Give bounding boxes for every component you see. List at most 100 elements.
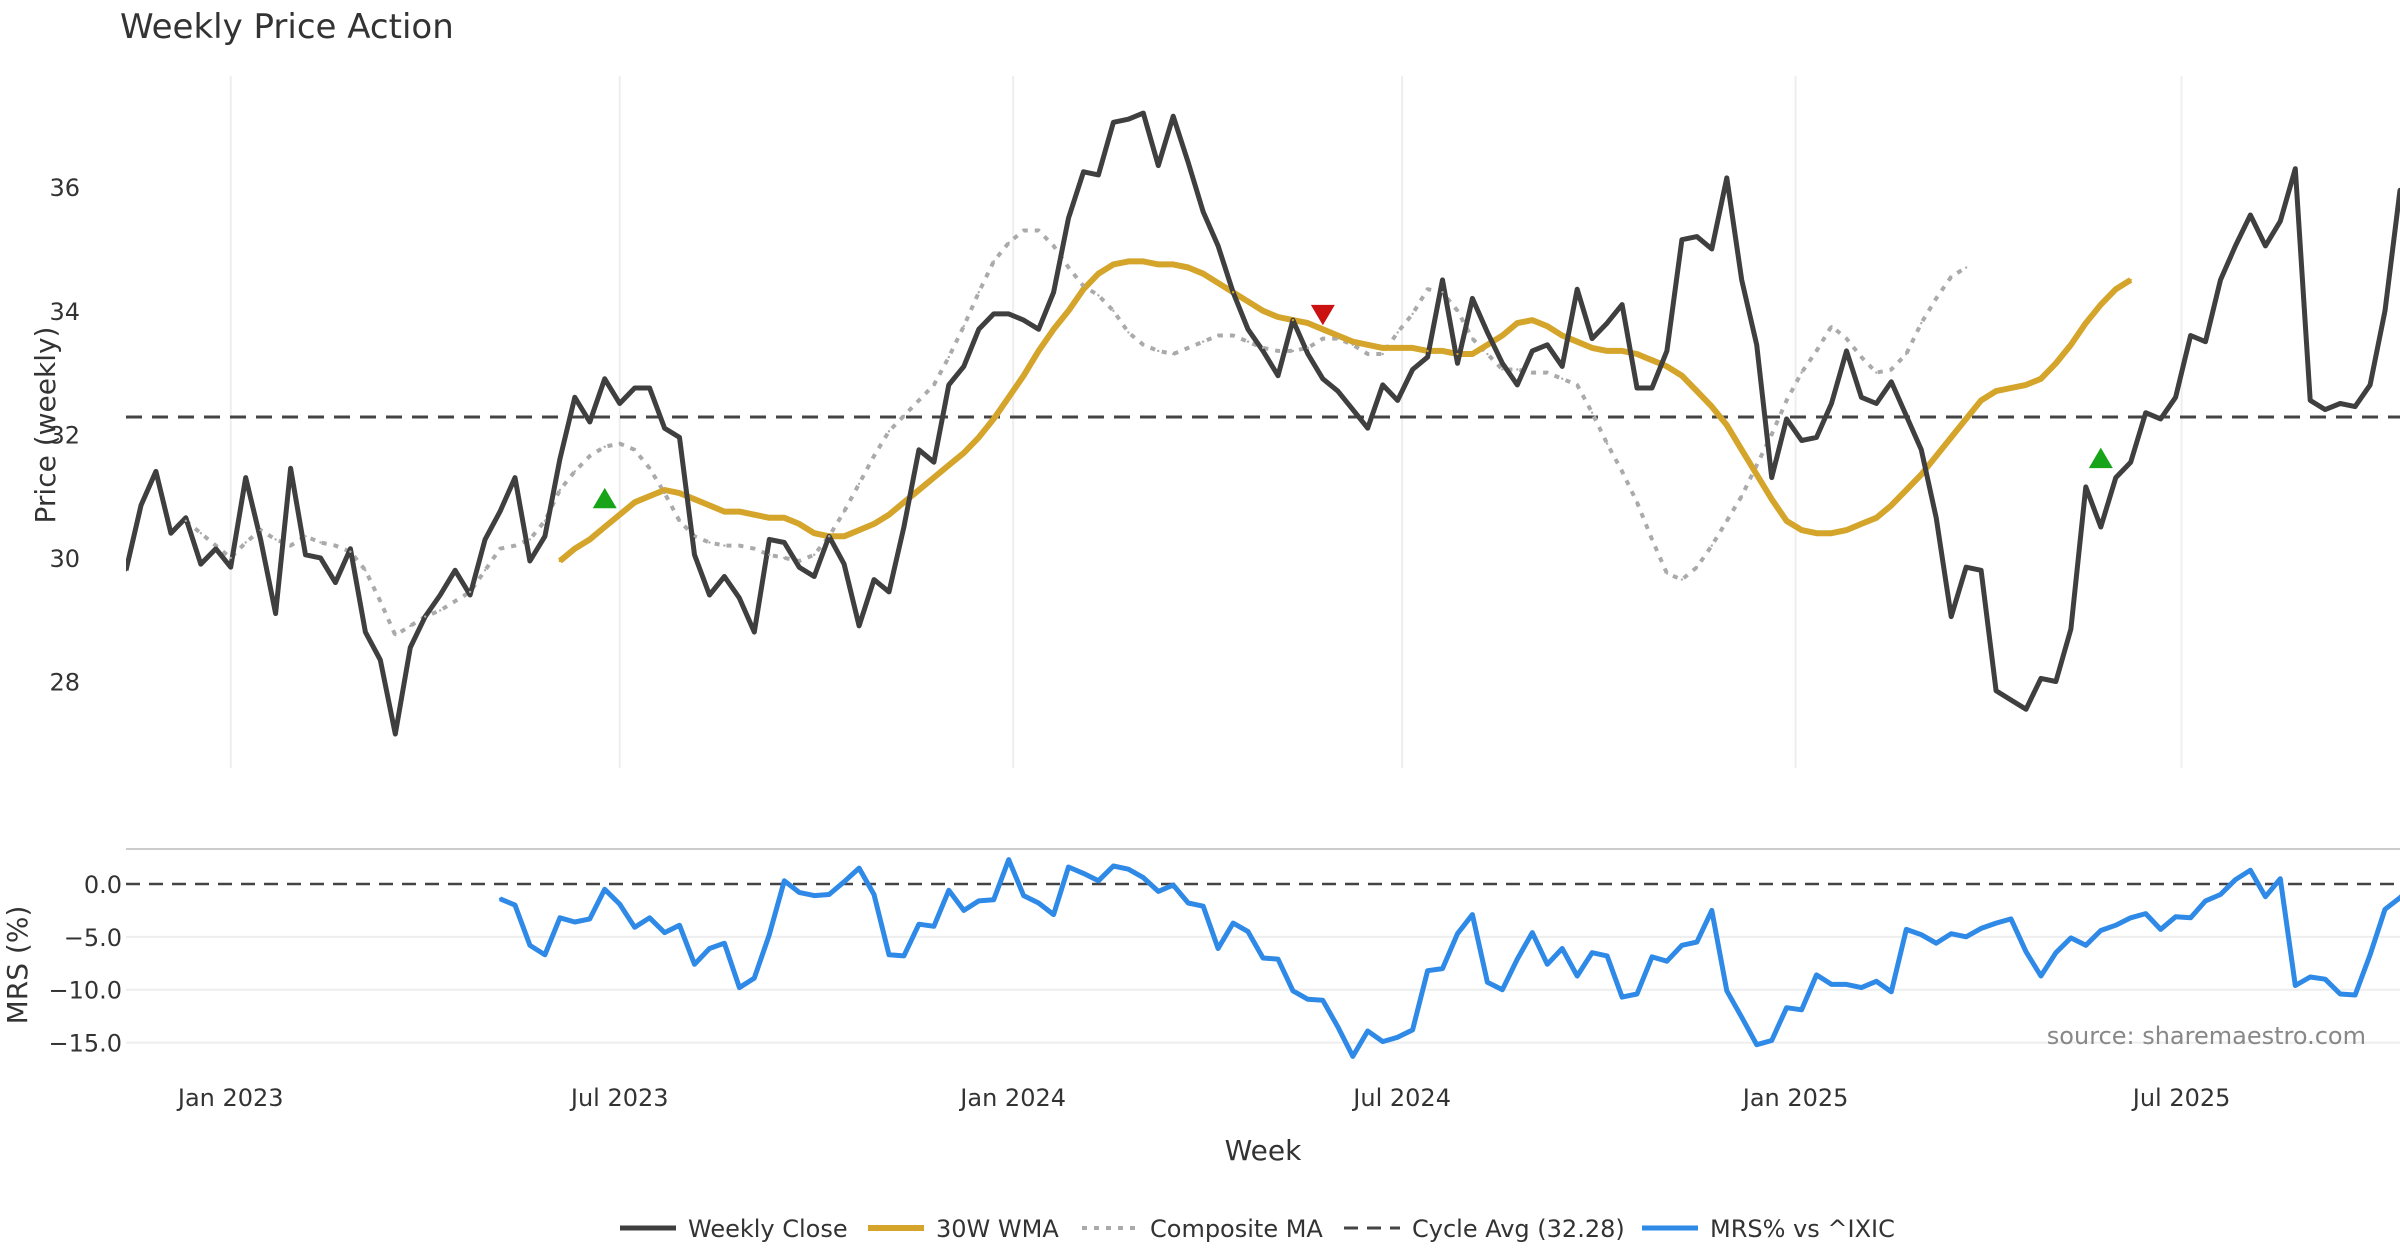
composite-ma-point: [1022, 229, 1025, 232]
wma-point: [738, 510, 741, 513]
weekly-close-point: [349, 547, 352, 550]
composite-ma-point: [1007, 241, 1010, 245]
wma-point: [1994, 389, 1998, 393]
composite-ma-point: [1815, 349, 1818, 353]
mrs-y-axis-label: MRS (%): [1, 906, 34, 1025]
weekly-close-point: [2279, 219, 2282, 223]
wma-point: [798, 522, 801, 526]
composite-ma-point: [1381, 352, 1384, 356]
weekly-close-point: [2069, 627, 2073, 631]
mrs-point: [1291, 989, 1295, 992]
composite-ma-point: [1620, 470, 1624, 473]
wma-point: [2039, 377, 2043, 380]
composite-ma-point: [603, 445, 606, 448]
wma-point: [1725, 423, 1728, 427]
wma-point: [1935, 454, 1938, 458]
weekly-close-point: [723, 575, 726, 578]
mrs-point: [947, 889, 951, 892]
composite-ma-point: [1172, 352, 1175, 356]
composite-ma-point: [827, 535, 831, 538]
weekly-close-point: [1845, 349, 1848, 353]
weekly-close-point: [2264, 244, 2267, 248]
x-axis-ticks: Jan 2023 Jul 2023 Jan 2024 Jul 2024 Jan 2025…: [176, 1084, 2231, 1112]
mrs-point: [2204, 899, 2207, 903]
weekly-close-point: [1575, 287, 1579, 291]
price-gridlines: [229, 76, 2183, 768]
composite-ma-point: [1546, 371, 1549, 374]
wma-point: [618, 513, 621, 516]
mrs-point: [1097, 879, 1100, 882]
mrs-point: [1830, 983, 1833, 986]
mrs-point: [1456, 932, 1459, 935]
mrs-point: [1935, 941, 1938, 945]
weekly-close-point: [2219, 278, 2222, 282]
composite-ma-point: [1067, 266, 1070, 269]
composite-ma-point: [947, 355, 951, 359]
mrs-point: [723, 941, 726, 945]
price-y-axis-label: Price (weekly): [29, 327, 62, 524]
wma-point: [753, 513, 756, 516]
price-y-tick-label: 28: [49, 669, 80, 697]
weekly-close-point: [783, 541, 786, 544]
wma-point: [648, 494, 651, 498]
composite-ma-point: [1964, 266, 1968, 269]
weekly-close-point: [1800, 439, 1803, 442]
wma-point: [1605, 349, 1609, 353]
weekly-close-point: [2309, 399, 2312, 402]
wma-point: [2114, 287, 2117, 291]
weekly-close-point: [2383, 309, 2387, 312]
mrs-point: [1605, 954, 1609, 958]
weekly-close-point: [2039, 677, 2043, 680]
composite-ma-point: [693, 535, 696, 538]
composite-ma-point: [1396, 331, 1399, 334]
wma-point: [1112, 263, 1115, 266]
weekly-close-point: [2353, 405, 2357, 408]
composite-ma-point: [1695, 565, 1699, 569]
wma-point: [1830, 532, 1833, 535]
weekly-close-point: [992, 312, 995, 316]
composite-ma-point: [857, 482, 861, 485]
mrs-point: [2144, 912, 2147, 915]
weekly-close-point: [812, 575, 816, 578]
wma-point: [1216, 281, 1220, 285]
composite-ma-point: [1860, 355, 1863, 359]
composite-ma-point: [1291, 349, 1295, 353]
mrs-point: [543, 953, 547, 957]
mrs-point: [1276, 957, 1280, 961]
mrs-point: [977, 899, 980, 903]
mrs-line: [499, 857, 2400, 1059]
composite-ma-point: [424, 615, 427, 618]
wma-point: [1411, 346, 1414, 350]
mrs-point: [2054, 951, 2058, 954]
mrs-point: [1845, 983, 1848, 986]
mrs-point: [1306, 998, 1310, 1001]
weekly-close-point: [1276, 374, 1280, 377]
composite-ma-point: [708, 541, 711, 544]
wma-point: [1231, 291, 1235, 294]
wma-point: [633, 501, 636, 504]
wma-point: [2009, 386, 2013, 390]
composite-ma-point: [1142, 343, 1145, 346]
chart-title: Weekly Price Action: [120, 7, 454, 47]
composite-ma-point: [1575, 383, 1579, 387]
weekly-close-point: [1964, 565, 1968, 569]
composite-ma-point: [1231, 334, 1235, 337]
composite-ma-point: [1306, 346, 1310, 350]
mrs-point: [1246, 930, 1250, 933]
wma-point: [1949, 436, 1953, 439]
weekly-close-point: [977, 328, 980, 331]
wma-point: [1471, 352, 1474, 356]
weekly-close-point: [1815, 436, 1818, 439]
mrs-point: [1875, 980, 1878, 983]
mrs-point: [1755, 1043, 1758, 1046]
composite-ma-point: [753, 547, 756, 550]
composite-ma-point: [244, 541, 247, 544]
weekly-close-point: [1680, 238, 1684, 241]
mrs-point: [2264, 895, 2267, 898]
wma-point: [1321, 328, 1325, 331]
weekly-close-point: [1261, 349, 1265, 353]
mrs-point: [1471, 913, 1474, 916]
mrs-point: [1575, 974, 1579, 978]
mrs-point: [1665, 959, 1669, 963]
wma-point: [1516, 321, 1519, 325]
